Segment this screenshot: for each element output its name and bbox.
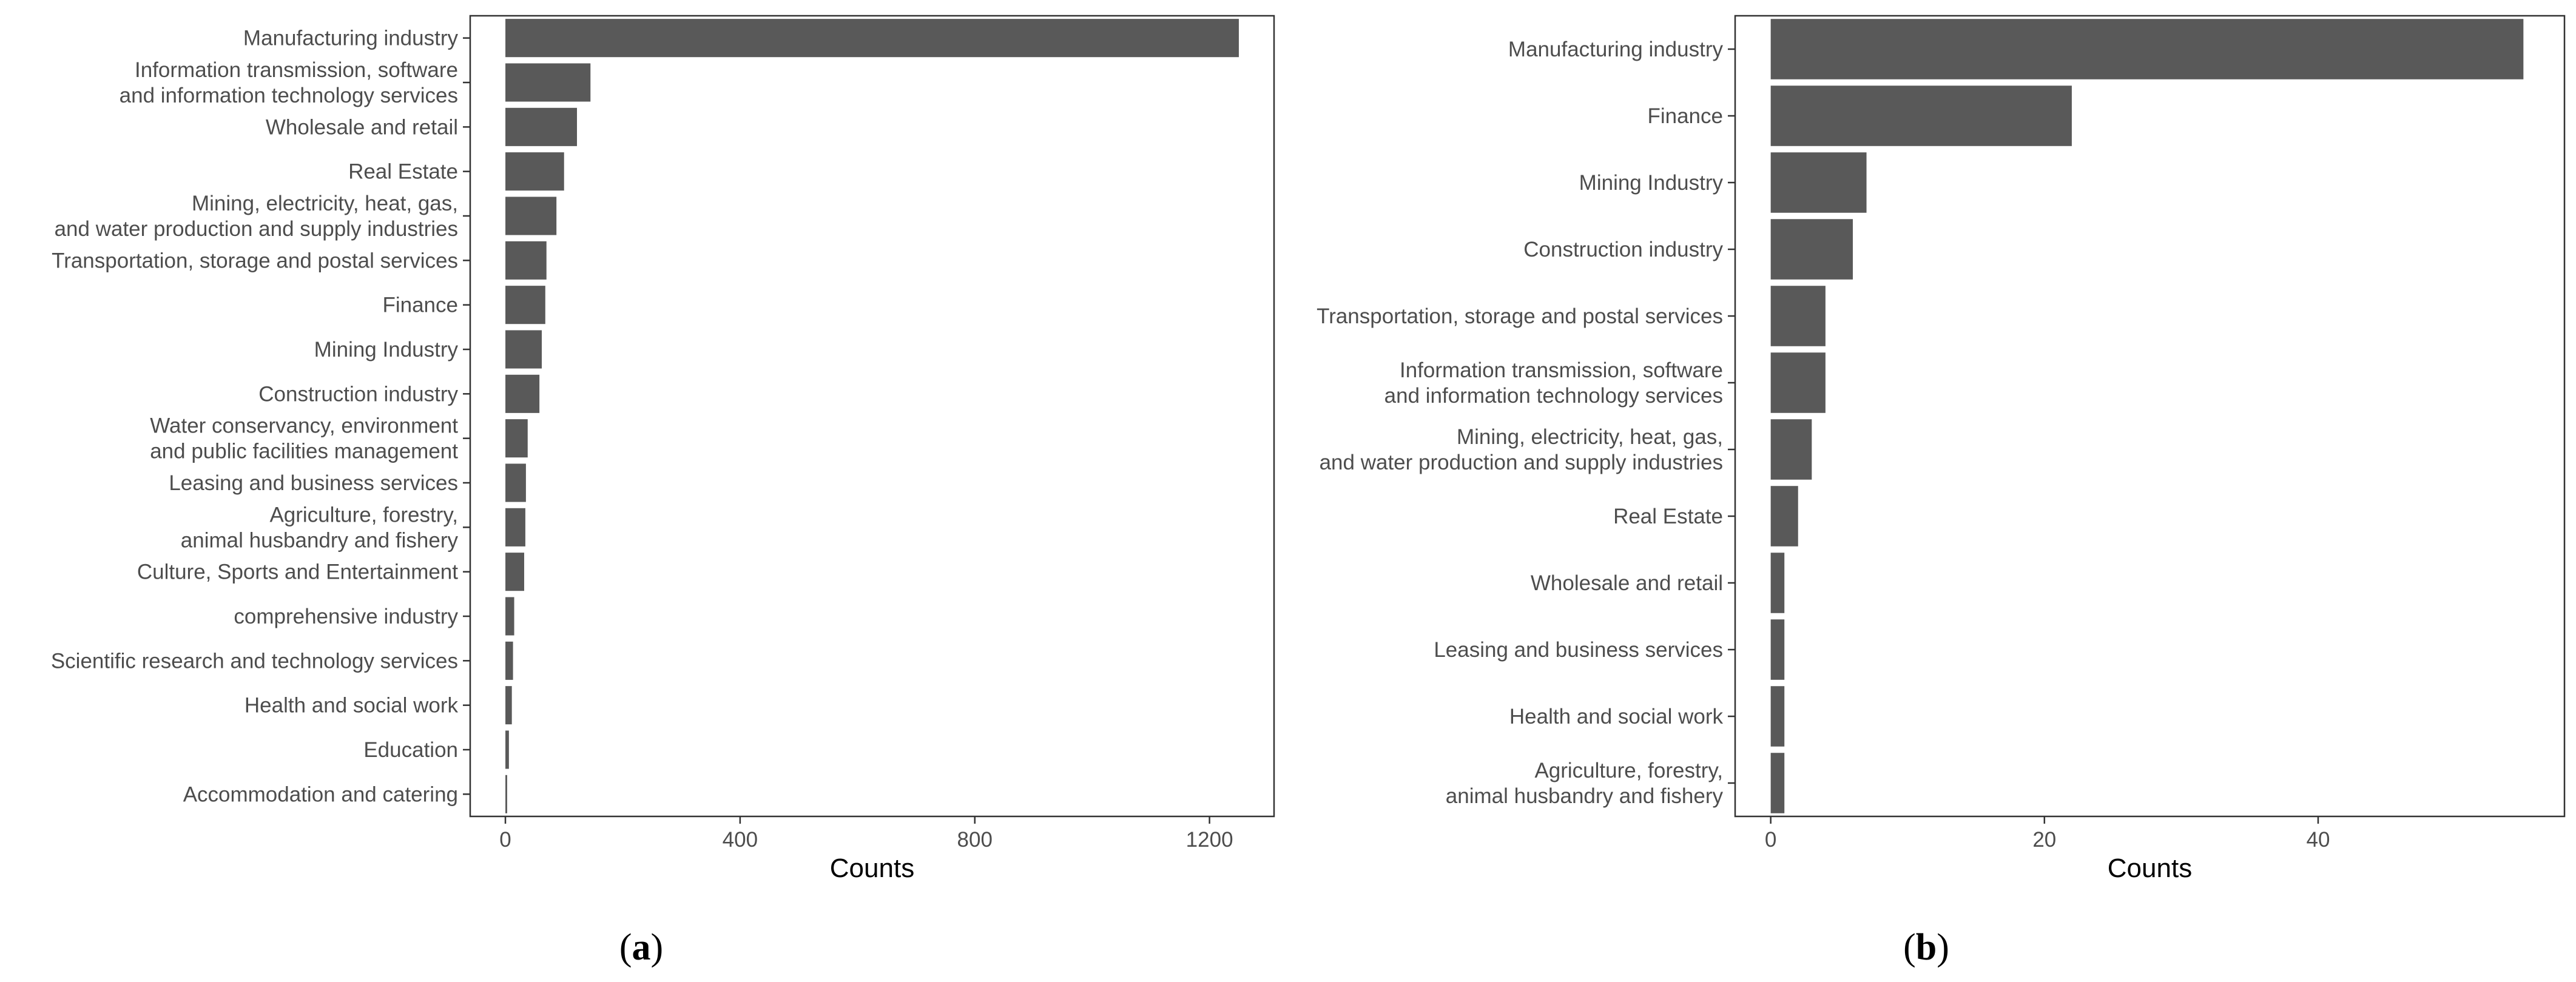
category-label: Finance	[1647, 104, 1723, 128]
category-label: Agriculture, forestry, animal husbandry a…	[1446, 759, 1724, 808]
bar	[505, 775, 507, 813]
bar	[1770, 686, 1785, 747]
category-label: Water conservancy, environment and public…	[150, 414, 458, 463]
category-label: Education	[363, 738, 458, 762]
category-label: Construction industry	[258, 382, 458, 406]
category-label: Health and social work	[244, 694, 459, 718]
x-tick-label: 800	[957, 828, 993, 852]
bar	[1770, 152, 1867, 213]
category-label: Mining, electricity, heat, gas, and water…	[1320, 425, 1723, 474]
bar	[1770, 19, 2524, 79]
category-label: Information transmission, software and in…	[1384, 358, 1723, 408]
x-tick-label: 0	[1765, 828, 1776, 852]
bar	[505, 152, 564, 191]
bar	[505, 19, 1239, 58]
bar	[505, 553, 524, 591]
category-label: Mining, electricity, heat, gas, and water…	[55, 192, 458, 241]
category-label: Manufacturing industry	[1508, 38, 1724, 61]
x-tick-label: 400	[723, 828, 758, 852]
bar	[1770, 753, 1785, 813]
panel-caption: (b)	[1903, 927, 1949, 968]
category-label: Transportation, storage and postal servi…	[52, 249, 458, 272]
plot-border	[1734, 15, 2566, 818]
chart-panel-b: Manufacturing industry Finance Mining Indu…	[1317, 15, 2566, 968]
bar	[505, 419, 528, 458]
category-label: Real Estate	[1613, 505, 1723, 528]
category-label: Manufacturing industry	[243, 27, 459, 50]
category-label: Construction industry	[1523, 238, 1723, 261]
x-tick-label: 1200	[1186, 828, 1233, 852]
bar	[505, 197, 557, 235]
bar	[1770, 619, 1785, 680]
category-label: Scientific research and technology servi…	[51, 649, 458, 673]
bar	[1770, 486, 1798, 546]
bar	[505, 241, 547, 280]
bar	[505, 286, 545, 325]
category-label: Real Estate	[348, 160, 458, 184]
category-label: Mining Industry	[1579, 171, 1724, 195]
bar	[1770, 286, 1826, 346]
category-label: comprehensive industry	[234, 605, 458, 628]
bar	[1770, 219, 1853, 280]
bar	[505, 686, 512, 725]
x-tick-label: 40	[2306, 828, 2330, 852]
chart-panel-a: Manufacturing industry Information transm…	[51, 15, 1275, 968]
bar	[1770, 352, 1826, 413]
bar	[505, 508, 525, 546]
category-label: Health and social work	[1509, 705, 1724, 728]
panel-caption: (a)	[619, 927, 663, 968]
category-label: Culture, Sports and Entertainment	[137, 560, 458, 584]
bar	[1770, 553, 1785, 613]
bar	[505, 730, 509, 769]
bar	[1770, 86, 2072, 146]
bar	[505, 63, 591, 102]
category-label: Transportation, storage and postal servi…	[1317, 304, 1723, 328]
category-label: Information transmission, software and in…	[120, 58, 458, 107]
x-axis-title: Counts	[830, 853, 914, 883]
category-label: Wholesale and retail	[266, 115, 458, 139]
bar	[505, 463, 526, 502]
x-tick-label: 20	[2032, 828, 2056, 852]
category-label: Agriculture, forestry, animal husbandry a…	[181, 503, 459, 552]
x-axis-title: Counts	[2108, 853, 2192, 883]
category-label: Leasing and business services	[1434, 638, 1723, 662]
bar	[505, 597, 514, 636]
category-label: Finance	[382, 294, 458, 317]
category-label: Accommodation and catering	[183, 782, 458, 806]
bar	[505, 107, 578, 146]
bar	[1770, 419, 1812, 480]
bar	[505, 330, 542, 369]
x-tick-label: 0	[499, 828, 511, 852]
bar	[505, 374, 540, 413]
category-label: Leasing and business services	[169, 471, 458, 495]
category-label: Mining Industry	[314, 338, 459, 362]
bar	[505, 641, 513, 680]
category-label: Wholesale and retail	[1531, 571, 1723, 595]
plot-border	[469, 15, 1275, 818]
